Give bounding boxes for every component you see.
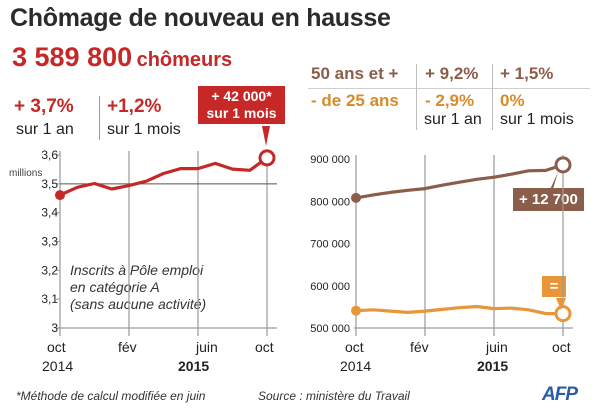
series-start-point xyxy=(351,305,361,316)
x-tick-label: oct xyxy=(552,339,571,355)
y-tick-label: 3,1 xyxy=(41,292,58,306)
y-tick-label: 3,2 xyxy=(41,263,58,277)
y-tick-label: 3 xyxy=(51,321,58,335)
group1-month: + 1,5% xyxy=(500,64,554,83)
series-start-point xyxy=(55,190,65,201)
series-end-point xyxy=(258,149,276,167)
month-change: +1,2% xyxy=(107,96,162,117)
left-callout-line2: sur 1 mois xyxy=(206,105,277,121)
y-tick-label: 3,4 xyxy=(41,206,58,220)
series-line xyxy=(354,163,565,200)
stat-divider xyxy=(99,96,100,140)
left-callout-line1: + 42 000* xyxy=(211,88,272,104)
over50-callout-pointer xyxy=(548,172,558,206)
left-chart-note: Inscrits à Pôle emploi en catégorie A (s… xyxy=(70,262,206,313)
x-tick-label: juin xyxy=(486,339,508,355)
note-line-3: (sans aucune activité) xyxy=(70,296,207,312)
left-callout-pointer xyxy=(262,126,270,146)
y-tick-label: 3,6 xyxy=(41,148,58,162)
series-end-point xyxy=(554,156,572,174)
x-tick-label: oct xyxy=(345,339,364,355)
y-tick-label: 500 000 xyxy=(310,323,350,335)
x-year-end: 2015 xyxy=(477,358,509,374)
group2-label: - de 25 ans xyxy=(311,91,399,110)
note-line-1: Inscrits à Pôle emploi xyxy=(70,262,204,278)
y-tick-label: 3,5 xyxy=(41,177,58,191)
x-year-start: 2014 xyxy=(42,358,74,374)
y-tick-label: 3,3 xyxy=(41,235,58,249)
group1-year: + 9,2% xyxy=(425,64,479,83)
series-start-point xyxy=(351,192,361,203)
page-title: Chômage de nouveau en hausse xyxy=(10,4,391,32)
y-tick-label: 900 000 xyxy=(310,154,350,166)
method-footnote: *Méthode de calcul modifiée en juin xyxy=(16,389,206,403)
total-jobseekers: 3 589 800 chômeurs xyxy=(12,42,232,73)
note-line-2: en catégorie A xyxy=(70,279,160,295)
group1-label: 50 ans et + xyxy=(311,64,399,83)
year-change: + 3,7% xyxy=(14,96,74,117)
afp-logo: AFP xyxy=(542,384,578,405)
right-year-label: sur 1 an xyxy=(424,111,482,128)
under25-callout: = xyxy=(542,276,566,297)
x-tick-label: oct xyxy=(255,339,274,355)
stat-divider xyxy=(416,64,417,130)
source-note: Source : ministère du Travail xyxy=(258,389,410,403)
year-label: sur 1 an xyxy=(16,121,74,138)
stats-row-divider xyxy=(308,88,590,89)
right-month-label: sur 1 mois xyxy=(500,111,574,128)
left-callout: + 42 000* sur 1 mois xyxy=(198,86,285,124)
y-tick-label: 600 000 xyxy=(310,281,350,293)
month-label: sur 1 mois xyxy=(107,121,181,138)
total-value: 3 589 800 xyxy=(12,42,133,72)
series-line xyxy=(58,156,269,197)
under25-callout-pointer xyxy=(556,298,566,310)
x-tick-label: juin xyxy=(196,339,218,355)
group2-year: - 2,9% xyxy=(425,91,475,110)
stat-divider xyxy=(492,64,493,130)
y-unit-label: millions xyxy=(9,168,43,179)
total-unit: chômeurs xyxy=(136,49,233,71)
y-tick-label: 800 000 xyxy=(310,196,350,208)
y-tick-label: 700 000 xyxy=(310,239,350,251)
series-end-point xyxy=(554,305,572,323)
x-tick-label: oct xyxy=(47,339,66,355)
x-tick-label: fév xyxy=(118,339,137,355)
x-year-start: 2014 xyxy=(340,358,372,374)
series-line xyxy=(354,304,565,316)
x-tick-label: fév xyxy=(410,339,429,355)
x-year-end: 2015 xyxy=(178,358,210,374)
group2-month: 0% xyxy=(500,91,525,110)
